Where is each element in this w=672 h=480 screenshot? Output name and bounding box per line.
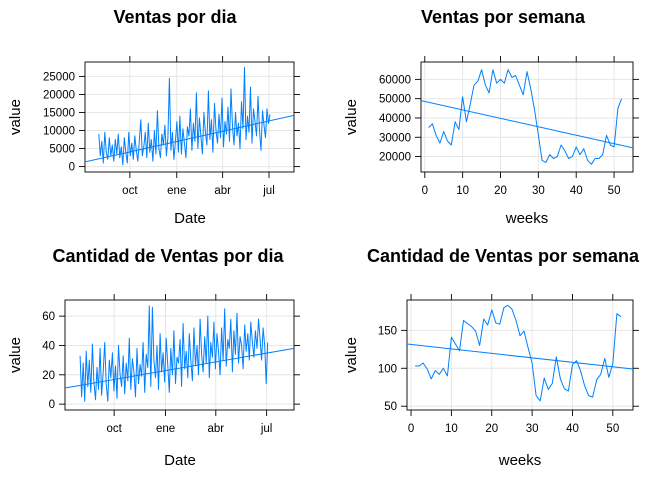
y-tick-label: 0 — [69, 162, 75, 174]
plot-frame — [64, 299, 295, 411]
y-axis-label: value — [343, 99, 360, 135]
x-tick-label: 30 — [526, 423, 539, 435]
y-axis-label: value — [343, 337, 360, 373]
x-tick-label: 50 — [608, 185, 621, 197]
trend-line — [421, 100, 633, 149]
y-tick-label: 10000 — [43, 126, 75, 138]
x-axis-label: weeks — [505, 210, 549, 227]
chart-title: Ventas por dia — [113, 7, 237, 27]
x-tick-label: 10 — [456, 185, 469, 197]
chart-panel-2: 0 10 20 30 40 50 20000 30000 40000 50000 60000 Vent… — [343, 7, 639, 227]
x-axis-label: Date — [164, 452, 196, 469]
x-tick-label: abr — [207, 423, 224, 435]
plot-frame — [84, 61, 295, 173]
trend-line — [85, 114, 294, 163]
series-line-1 — [79, 305, 269, 402]
y-tick-label: 5000 — [49, 144, 75, 156]
y-tick-label: 20000 — [43, 89, 75, 101]
x-tick-label: abr — [214, 185, 231, 197]
x-tick-label: ene — [167, 185, 186, 197]
series-line-1 — [98, 66, 271, 166]
plot-frame — [406, 299, 634, 411]
x-tick-label: oct — [122, 185, 138, 197]
chart-panel-1: oct ene abr jul 0 5000 10000 15000 20000 25000 Ven… — [7, 7, 300, 227]
chart-panel-3: oct ene abr jul 0 20 40 60 Cantidad de Ventas po… — [7, 246, 300, 469]
chart-title: Cantidad de Ventas por dia — [52, 246, 284, 266]
x-tick-label: 20 — [494, 185, 507, 197]
y-tick-label: 60 — [42, 311, 55, 323]
y-tick-label: 20 — [42, 370, 55, 382]
x-tick-label: 0 — [408, 423, 414, 435]
x-tick-label: ene — [156, 423, 175, 435]
y-tick-label: 40000 — [379, 113, 411, 125]
y-tick-label: 20000 — [379, 152, 411, 164]
y-tick-label: 60000 — [379, 74, 411, 86]
y-tick-label: 50 — [384, 401, 397, 413]
x-tick-label: 40 — [566, 423, 579, 435]
y-tick-label: 30000 — [379, 132, 411, 144]
y-tick-label: 25000 — [43, 71, 75, 83]
series-line-1 — [415, 304, 622, 402]
x-tick-label: 10 — [445, 423, 458, 435]
x-tick-label: 40 — [570, 185, 583, 197]
x-tick-label: jul — [260, 423, 273, 435]
x-tick-label: 0 — [422, 185, 428, 197]
y-tick-label: 100 — [378, 363, 397, 375]
y-axis-label: value — [7, 337, 24, 373]
x-tick-label: 50 — [606, 423, 619, 435]
x-tick-label: oct — [106, 423, 122, 435]
x-axis-label: Date — [174, 210, 206, 227]
x-tick-label: 30 — [532, 185, 545, 197]
y-axis-label: value — [7, 99, 24, 135]
trend-line — [407, 343, 633, 370]
y-tick-label: 15000 — [43, 107, 75, 119]
series-line-1 — [428, 69, 623, 165]
trend-line — [65, 347, 294, 389]
y-tick-label: 40 — [42, 340, 55, 352]
y-tick-label: 150 — [378, 325, 397, 337]
chart-panel-4: 0 10 20 30 40 50 50 100 150 Cantidad de Ventas po… — [343, 246, 640, 469]
chart-title: Cantidad de Ventas por semana — [367, 246, 640, 266]
chart-title: Ventas por semana — [421, 7, 586, 27]
y-tick-label: 50000 — [379, 94, 411, 106]
plot-frame — [420, 61, 634, 173]
x-axis-label: weeks — [498, 452, 542, 469]
x-tick-label: 20 — [485, 423, 498, 435]
x-tick-label: jul — [262, 185, 275, 197]
y-tick-label: 0 — [49, 399, 55, 411]
